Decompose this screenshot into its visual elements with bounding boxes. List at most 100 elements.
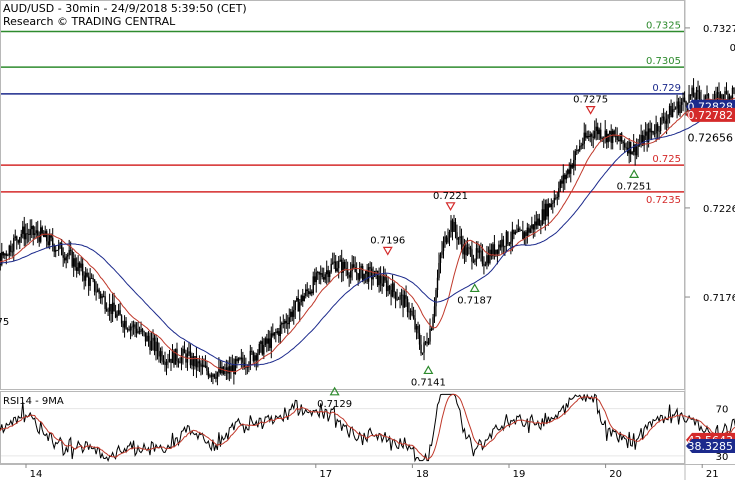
candle-body <box>255 355 258 361</box>
candle-body <box>258 343 261 354</box>
candle-body <box>487 255 490 264</box>
candle-body <box>567 169 569 175</box>
candle-body <box>438 262 440 278</box>
candle-body <box>162 360 165 363</box>
candle-body <box>611 130 614 143</box>
level-label-2: 0.729 <box>652 83 681 94</box>
candle-body <box>594 131 596 138</box>
candle-body <box>351 264 353 271</box>
candle-body <box>354 267 356 273</box>
candle-body <box>290 311 292 318</box>
candle-body <box>715 93 717 101</box>
candle-body <box>381 283 383 287</box>
candle-body <box>158 351 160 357</box>
candle-body <box>222 366 225 374</box>
candle-body <box>252 351 255 361</box>
candle-body <box>516 231 518 233</box>
candle-body <box>414 318 416 330</box>
candle-body <box>592 136 594 138</box>
candle-body <box>588 136 590 138</box>
candle-body <box>77 262 79 271</box>
candle-body <box>496 249 499 254</box>
candle-body <box>469 247 472 250</box>
candle-body <box>499 244 502 248</box>
time-tick-label-3: 19 <box>513 469 526 480</box>
candle-body <box>207 371 210 377</box>
candle-body <box>412 315 415 319</box>
candle-body <box>343 261 346 269</box>
candle-body <box>662 116 665 121</box>
candle-body <box>225 367 228 371</box>
candle-body <box>418 333 421 345</box>
candle-body <box>427 341 430 344</box>
candle-body <box>698 91 701 100</box>
candle-body <box>465 244 467 256</box>
candle-body <box>682 97 684 102</box>
candle-body <box>674 108 677 110</box>
candle-body <box>327 270 329 277</box>
candle-body <box>543 209 545 221</box>
candle-body <box>260 341 262 344</box>
candle-body <box>625 147 627 149</box>
candle-body <box>513 229 515 235</box>
candle-body <box>528 227 530 233</box>
candle-body <box>267 338 270 344</box>
candle-body <box>324 274 326 280</box>
candle-body <box>348 274 350 278</box>
candle-body <box>643 135 645 146</box>
candle-body <box>28 234 30 235</box>
candle-body <box>501 239 503 248</box>
candle-body <box>671 109 674 118</box>
candle-body <box>435 290 437 307</box>
candle-body <box>725 91 728 94</box>
candle-body <box>291 311 293 317</box>
candle-body <box>668 105 671 115</box>
chart-subtitle: Research © TRADING CENTRAL <box>3 15 176 28</box>
candle-body <box>568 169 570 174</box>
candle-body <box>266 338 268 344</box>
candle-body <box>346 269 349 275</box>
candle-body <box>495 249 497 255</box>
price-tick-label-1: 0.7226 <box>703 204 735 215</box>
candle-body <box>493 244 496 255</box>
candle-body <box>191 356 193 366</box>
candle-body <box>126 328 129 330</box>
price-panel-frame <box>0 0 685 390</box>
candle-body <box>329 271 331 277</box>
candle-body <box>727 93 729 104</box>
candle-body <box>366 271 368 282</box>
candle-body <box>183 348 186 354</box>
candle-body <box>507 231 509 244</box>
candle-body <box>613 130 615 136</box>
candle-body <box>14 236 16 238</box>
candle-body <box>441 251 443 255</box>
candle-body <box>177 360 180 363</box>
candle-body <box>60 243 63 256</box>
level-label-1: 0.7305 <box>646 56 681 67</box>
candle-body <box>209 375 211 377</box>
time-tick-label-5: 21 <box>706 469 719 480</box>
swing-low-marker-10 <box>629 169 640 178</box>
candle-body <box>7 255 9 257</box>
candle-body <box>649 128 651 133</box>
candle-body <box>167 361 169 363</box>
candle-body <box>5 253 7 256</box>
candle-body <box>66 255 69 257</box>
candle-body <box>261 341 264 355</box>
candle-body <box>481 251 484 264</box>
candle-body <box>215 377 217 379</box>
candle-body <box>442 242 445 252</box>
candle-body <box>22 226 24 234</box>
candle-body <box>489 249 491 264</box>
candle-body <box>634 144 636 156</box>
candle-body <box>34 233 36 235</box>
swing-high-label-2: 0.7221 <box>433 191 468 202</box>
candle-body <box>411 310 413 316</box>
candle-body <box>296 298 298 301</box>
candle-body <box>278 331 280 336</box>
candle-body <box>655 124 657 134</box>
candle-body <box>197 361 199 368</box>
candle-body <box>641 134 644 146</box>
candle-body <box>405 295 407 299</box>
candle-body <box>155 341 157 352</box>
